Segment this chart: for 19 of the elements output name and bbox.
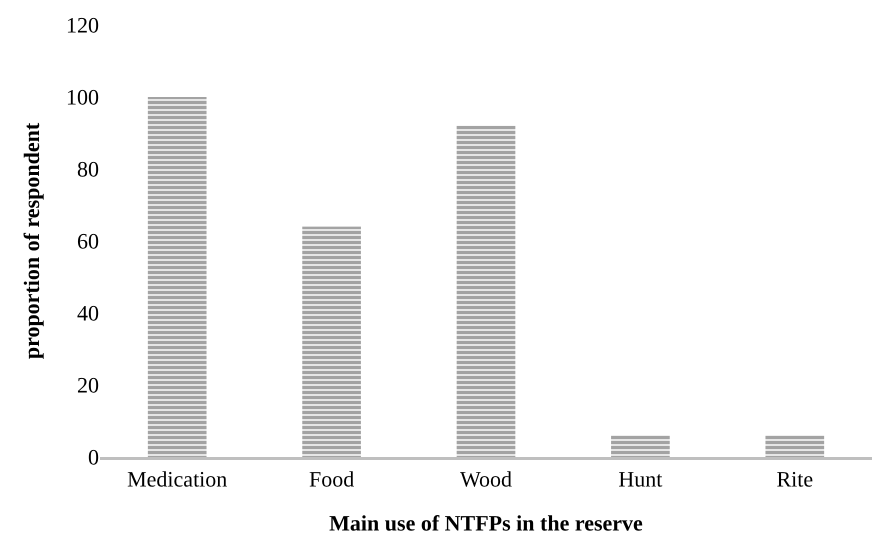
bar <box>148 97 207 457</box>
x-tick-label: Medication <box>127 466 228 492</box>
y-tick-label: 120 <box>66 12 99 38</box>
bar <box>611 435 670 457</box>
y-tick-label: 60 <box>77 228 99 254</box>
y-tick-label: 20 <box>77 372 99 398</box>
bar <box>456 126 516 457</box>
x-tick-label: Rite <box>776 466 814 492</box>
x-tick-label: Hunt <box>618 466 662 492</box>
y-tick-label: 0 <box>88 444 99 470</box>
x-tick-label: Wood <box>460 466 512 492</box>
y-tick-label: 100 <box>66 84 99 110</box>
y-axis-title: proportion of respondent <box>18 122 44 360</box>
y-tick-label: 80 <box>77 156 99 182</box>
x-tick-label: Food <box>308 466 354 492</box>
y-tick-label: 40 <box>77 300 99 326</box>
x-axis-title: Main use of NTFPs in the reserve <box>329 510 644 536</box>
bar <box>765 435 824 457</box>
bar <box>302 226 361 457</box>
